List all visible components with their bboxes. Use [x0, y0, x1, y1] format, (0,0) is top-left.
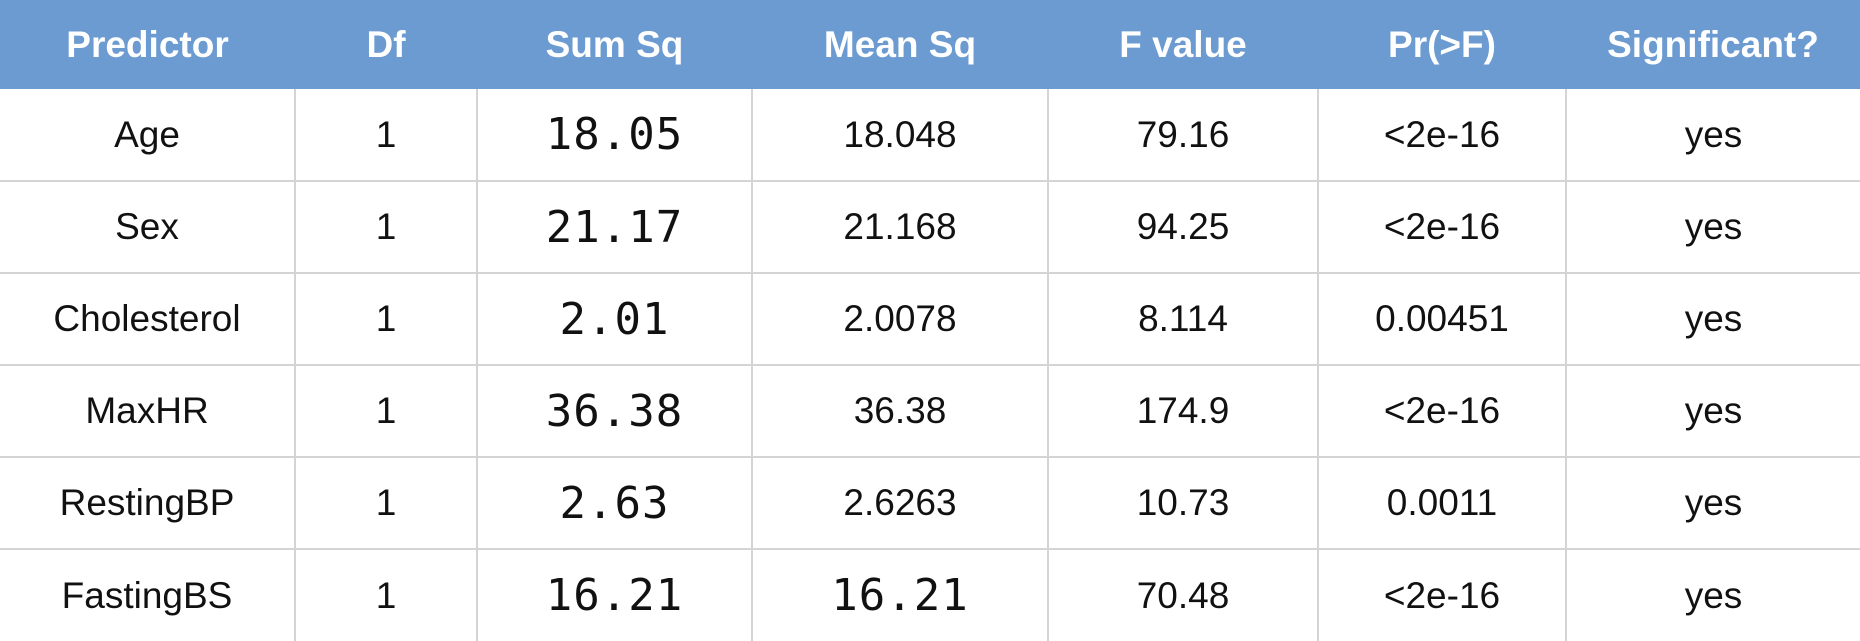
column-header-f-value: F value [1119, 23, 1247, 65]
column-header-df: Df [366, 23, 406, 65]
sum-sq-cell: 36.38 [476, 365, 752, 458]
table-row: Sex 1 21.17 21.168 94.25 <2e-16 yes [0, 181, 1860, 274]
column-header-mean-sq: Mean Sq [823, 23, 977, 65]
df-cell: 1 [294, 89, 477, 182]
df-cell: 1 [294, 273, 477, 366]
column-header-p-value: Pr(>F) [1388, 23, 1496, 65]
p-value-cell: 0.0011 [1317, 457, 1566, 550]
mean-sq-cell: 16.21 [751, 549, 1048, 641]
sum-sq-cell: 2.63 [476, 457, 752, 550]
header-row: Predictor Df Sum Sq Mean Sq F value Pr(>… [0, 0, 1860, 89]
mean-sq-cell: 21.168 [751, 181, 1048, 274]
significant-cell: yes [1565, 273, 1860, 366]
df-cell: 1 [294, 365, 477, 458]
predictor-cell: Cholesterol [0, 273, 295, 366]
table-header: Predictor Df Sum Sq Mean Sq F value Pr(>… [0, 0, 1860, 89]
df-cell: 1 [294, 457, 477, 550]
table-row: FastingBS 1 16.21 16.21 70.48 <2e-16 yes [0, 549, 1860, 641]
f-value-cell: 79.16 [1047, 89, 1318, 182]
mean-sq-cell: 36.38 [751, 365, 1048, 458]
predictor-cell: FastingBS [61, 574, 233, 616]
significant-cell: yes [1565, 89, 1860, 182]
column-header-predictor: Predictor [66, 23, 229, 65]
p-value-cell: <2e-16 [1317, 89, 1566, 182]
f-value-cell: 10.73 [1047, 457, 1318, 550]
column-header-significant: Significant? [1607, 23, 1819, 65]
predictor-cell: MaxHR [0, 365, 295, 458]
table-row: RestingBP 1 2.63 2.6263 10.73 0.0011 yes [0, 457, 1860, 550]
p-value-cell: <2e-16 [1317, 181, 1566, 274]
f-value-cell: 94.25 [1047, 181, 1318, 274]
sum-sq-cell: 2.01 [476, 273, 752, 366]
f-value-cell: 8.114 [1047, 273, 1318, 366]
table-row: Cholesterol 1 2.01 2.0078 8.114 0.00451 … [0, 273, 1860, 366]
table-body: Age 1 18.05 18.048 79.16 <2e-16 yes Sex … [0, 89, 1860, 641]
df-cell: 1 [294, 549, 477, 641]
predictor-cell: RestingBP [0, 457, 295, 550]
table-row: Age 1 18.05 18.048 79.16 <2e-16 yes [0, 89, 1860, 182]
predictor-cell: Sex [0, 181, 295, 274]
p-value-cell: 0.00451 [1317, 273, 1566, 366]
p-value-cell: <2e-16 [1317, 549, 1566, 641]
f-value-cell: 70.48 [1047, 549, 1318, 641]
mean-sq-cell: 18.048 [751, 89, 1048, 182]
significant-cell: yes [1565, 365, 1860, 458]
sum-sq-cell: 16.21 [476, 549, 752, 641]
column-header-sum-sq: Sum Sq [545, 23, 684, 65]
table-row: MaxHR 1 36.38 36.38 174.9 <2e-16 yes [0, 365, 1860, 458]
f-value-cell: 174.9 [1047, 365, 1318, 458]
significant-cell: yes [1565, 549, 1860, 641]
predictor-cell: Age [0, 89, 295, 182]
df-cell: 1 [294, 181, 477, 274]
mean-sq-cell: 2.0078 [751, 273, 1048, 366]
p-value-cell: <2e-16 [1317, 365, 1566, 458]
significant-cell: yes [1565, 181, 1860, 274]
sum-sq-cell: 18.05 [476, 89, 752, 182]
significant-cell: yes [1565, 457, 1860, 550]
sum-sq-cell: 21.17 [476, 181, 752, 274]
mean-sq-cell: 2.6263 [751, 457, 1048, 550]
